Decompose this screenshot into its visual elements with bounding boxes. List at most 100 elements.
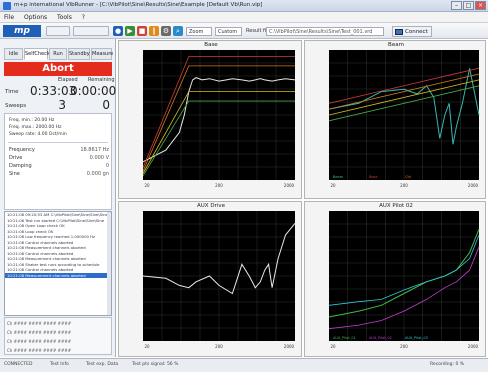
info-freq-max: Freq. max.: 2000.00 Hz bbox=[9, 125, 62, 130]
log-line: 10:21:08 09:20:53 AM C:\VibPilot\Sine\Si… bbox=[7, 212, 108, 217]
menu-file[interactable]: File bbox=[4, 14, 15, 21]
x-tick-label: 20 bbox=[144, 183, 150, 188]
series-line bbox=[143, 56, 295, 168]
sweeps-remaining: 0 bbox=[102, 98, 110, 112]
info-freq-min: Freq. min.: 20.00 Hz bbox=[9, 118, 55, 123]
x-tick-label: 2000 bbox=[284, 183, 295, 188]
x-tick-label: 20 bbox=[144, 344, 150, 349]
toolbar-button-1[interactable] bbox=[46, 26, 70, 36]
x-tick-label: 20 bbox=[330, 344, 336, 349]
channel-row: Ch #### #### #### #### bbox=[7, 348, 72, 353]
layout-dropdown[interactable]: Custom bbox=[215, 27, 242, 36]
stop-icon[interactable]: ■ bbox=[137, 26, 147, 36]
pause-icon[interactable]: ‖ bbox=[149, 26, 159, 36]
result-file-field[interactable]: C:\VibPilot\Sine\Results\Sine\Test_001.v… bbox=[266, 27, 384, 36]
log-scrollbar[interactable] bbox=[107, 212, 111, 315]
series-line bbox=[143, 222, 296, 295]
minimize-button[interactable]: – bbox=[451, 1, 462, 10]
series-line bbox=[143, 91, 295, 174]
chart-beam[interactable]: 20 200 2000 Beam Base Ctrl bbox=[329, 50, 481, 188]
chart-base[interactable]: 20 200 2000 bbox=[143, 50, 297, 188]
tab-idle[interactable]: Idle bbox=[4, 48, 23, 60]
tab-standby[interactable]: Standby bbox=[68, 48, 90, 60]
tab-measure[interactable]: Measure bbox=[91, 48, 113, 60]
series-line bbox=[143, 65, 295, 172]
log-line: 10:21:08 Measurement channels aborted bbox=[7, 245, 86, 250]
menu-bar: File Options Tools ? bbox=[0, 12, 488, 23]
time-elapsed: 0:33:03 bbox=[30, 84, 77, 98]
chart-pane-beam: Beam 20 200 2000 Beam Base Ctrl bbox=[304, 40, 486, 199]
status-connected: CONNECTED bbox=[4, 362, 33, 367]
series-line bbox=[329, 85, 480, 122]
series-line bbox=[329, 73, 480, 110]
log-line: 10:21:08 Test run started C:\VibPilot\Si… bbox=[7, 217, 105, 223]
time-label: Time bbox=[5, 89, 19, 95]
tab-selfcheck[interactable]: SelfCheck bbox=[24, 48, 50, 60]
settings-icon[interactable]: ⚙ bbox=[161, 26, 171, 36]
app-icon bbox=[3, 2, 11, 10]
legend-entry: AUX_Pilot_02 bbox=[369, 336, 392, 340]
chart-title: Beam bbox=[388, 42, 404, 48]
run-icon[interactable]: ▶ bbox=[125, 26, 135, 36]
chart-pane-aux-pilot: AUX Pilot 02 20 200 2000 AUX_Pilot_01 AUX_Pi… bbox=[304, 201, 486, 357]
status-test-info: Test Info bbox=[50, 362, 69, 367]
connect-button[interactable]: Connect bbox=[392, 26, 432, 37]
kv-label: Frequency bbox=[9, 147, 35, 153]
elapsed-header: Elapsed bbox=[58, 77, 78, 83]
divider bbox=[8, 142, 108, 143]
zoom-dropdown[interactable]: Zoom bbox=[186, 27, 212, 36]
connect-button-label: Connect bbox=[405, 29, 428, 35]
x-tick-label: 200 bbox=[215, 183, 223, 188]
kv-label: Sine bbox=[9, 171, 20, 177]
x-tick-label: 2000 bbox=[284, 344, 295, 349]
chart-title: AUX Drive bbox=[197, 203, 225, 209]
log-line: 10:21:08 Control channels aborted bbox=[7, 267, 74, 272]
toolbar-button-2[interactable] bbox=[73, 26, 109, 36]
chart-aux-drive[interactable]: 20 200 2000 bbox=[143, 211, 297, 349]
chart-pane-aux-drive: AUX Drive 20 200 2000 bbox=[118, 201, 302, 357]
result-file-label: Result file: bbox=[246, 28, 273, 34]
menu-help[interactable]: ? bbox=[81, 14, 85, 21]
channel-row: Ch #### #### #### #### bbox=[7, 321, 72, 326]
sweeps-elapsed: 3 bbox=[58, 98, 66, 112]
menu-tools[interactable]: Tools bbox=[57, 14, 72, 21]
log-line-selected: 10:21:08 Measurement channels aborted bbox=[5, 272, 111, 278]
chart-pane-base: Base 20 200 2000 bbox=[118, 40, 302, 199]
abort-button[interactable]: Abort bbox=[4, 62, 112, 76]
kv-value: 0.000 gn bbox=[86, 171, 109, 177]
chart-title: Base bbox=[204, 42, 218, 48]
series-line bbox=[143, 100, 295, 177]
log-line: 10:21:08 Control channels aborted bbox=[7, 250, 74, 256]
menu-options[interactable]: Options bbox=[23, 14, 48, 21]
chart-title: AUX Pilot 02 bbox=[379, 203, 413, 209]
event-log[interactable]: 10:21:08 09:20:53 AM C:\VibPilot\Sine\Si… bbox=[4, 211, 112, 316]
channel-row: Ch #### #### #### #### bbox=[7, 330, 72, 335]
connect-icon[interactable]: ● bbox=[113, 26, 123, 36]
legend-entry: Ctrl bbox=[405, 175, 411, 179]
close-button[interactable]: × bbox=[475, 1, 486, 10]
status-exp-data: Test exp. Data bbox=[86, 362, 119, 367]
series-line bbox=[329, 246, 480, 330]
title-bar: m+p international VibRunner - [C:\VibPil… bbox=[0, 0, 488, 12]
kv-value: 0 bbox=[105, 163, 109, 169]
series-line bbox=[143, 77, 296, 163]
log-line: 10:21:08 Measurement channels aborted bbox=[7, 256, 86, 261]
x-tick-label: 200 bbox=[400, 344, 408, 349]
test-info-box: Freq. min.: 20.00 Hz Freq. max.: 2000.00… bbox=[4, 113, 112, 210]
x-tick-label: 20 bbox=[330, 183, 336, 188]
tab-run[interactable]: Run bbox=[49, 48, 67, 60]
channel-grid: Ch #### #### #### #### Ch #### #### ####… bbox=[4, 317, 112, 355]
x-tick-label: 200 bbox=[215, 344, 223, 349]
x-tick-label: 2000 bbox=[468, 344, 479, 349]
chart-aux-pilot[interactable]: 20 200 2000 AUX_Pilot_01 AUX_Pilot_02 AUX_Pil… bbox=[329, 211, 481, 349]
status-signal: Test pts signal: 56 % bbox=[132, 362, 179, 367]
log-line: 10:21:08 Loop check OK bbox=[7, 228, 54, 234]
x-tick-label: 2000 bbox=[468, 183, 479, 188]
maximize-button[interactable]: □ bbox=[463, 1, 474, 10]
series-line bbox=[329, 68, 480, 145]
sweeps-label: Sweeps bbox=[5, 103, 27, 109]
time-remaining: 0:00:00 bbox=[70, 84, 117, 98]
zoom-icon[interactable]: ⌕ bbox=[173, 26, 183, 36]
log-line: 10:21:08 Open Loop check OK bbox=[7, 223, 65, 228]
channel-row: Ch #### #### #### #### bbox=[7, 339, 72, 344]
